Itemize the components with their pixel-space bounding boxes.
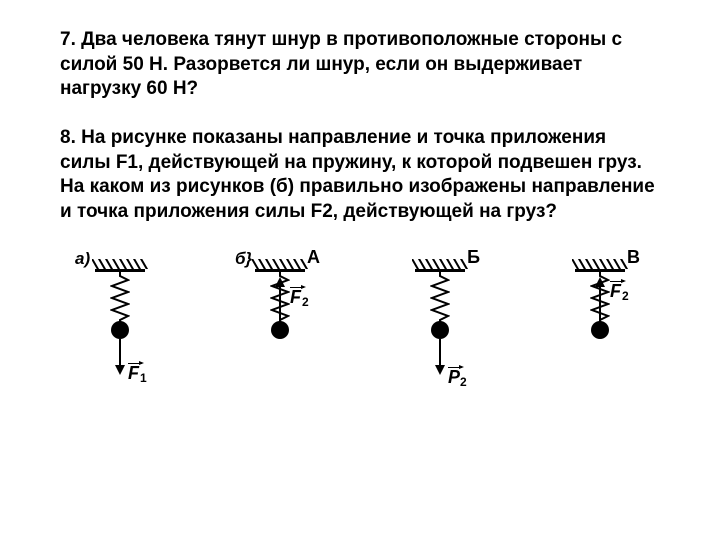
arrow-tip-icon — [275, 277, 285, 287]
diagram-b-B: Б P 2 — [390, 249, 490, 399]
diagram-b-V: В F 2 — [550, 249, 650, 399]
label-B: Б — [467, 247, 480, 268]
panel-label-b: б} — [235, 249, 252, 269]
spring-icon — [110, 272, 130, 322]
ceiling-hatch — [252, 259, 308, 269]
ceiling-hatch — [92, 259, 148, 269]
ceiling-hatch — [572, 259, 628, 269]
problem-8-text: 8. На рисунке показаны направление и точ… — [60, 126, 660, 225]
problem-7-text: 7. Два человека тянут шнур в противополо… — [60, 28, 660, 102]
mass-icon — [271, 321, 289, 339]
spring-icon — [430, 272, 450, 322]
ceiling-hatch — [412, 259, 468, 269]
arrow-tip-icon — [435, 365, 445, 375]
mass-icon — [111, 321, 129, 339]
force-arrow — [599, 285, 601, 321]
panel-label-a: а) — [75, 249, 90, 269]
arrow-tip-icon — [595, 277, 605, 287]
label-V: В — [627, 247, 640, 268]
mass-icon — [591, 321, 609, 339]
force-arrow — [119, 339, 121, 365]
arrow-tip-icon — [115, 365, 125, 375]
force-arrow — [439, 339, 441, 365]
diagram-a: а) F 1 — [70, 249, 170, 399]
label-A: А — [307, 247, 320, 268]
diagram-b-A: б} А F 2 — [230, 249, 330, 399]
mass-icon — [431, 321, 449, 339]
force-arrow — [279, 285, 281, 321]
diagram-container: а) F 1 б} А — [60, 249, 660, 399]
